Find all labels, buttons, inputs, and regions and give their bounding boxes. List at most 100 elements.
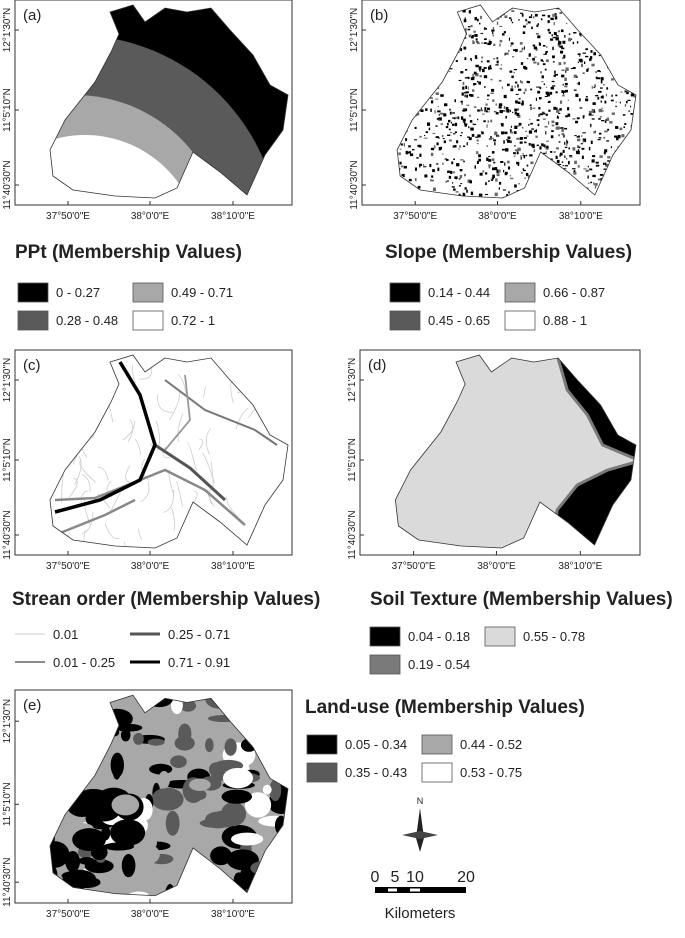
- speckle: [521, 100, 524, 104]
- speckle: [597, 77, 601, 80]
- latitude-label: 11°40'30"N: [347, 510, 358, 559]
- speckle: [478, 81, 482, 85]
- speckle: [453, 158, 455, 161]
- speckle: [504, 52, 506, 56]
- speckle: [541, 75, 544, 79]
- speckle: [501, 131, 505, 135]
- speckle: [544, 68, 547, 71]
- speckle: [534, 13, 538, 17]
- speckle: [618, 161, 621, 164]
- patch: [170, 755, 187, 769]
- stream: [50, 376, 63, 397]
- speckle: [393, 109, 395, 110]
- speckle: [462, 81, 465, 86]
- map-frame: [361, 0, 641, 206]
- speckle: [404, 84, 407, 88]
- speckle: [509, 175, 512, 177]
- patch: [262, 784, 272, 795]
- speckle: [542, 152, 546, 155]
- speckle: [627, 162, 631, 165]
- speckle: [428, 77, 431, 79]
- speckle: [571, 197, 573, 198]
- speckle: [431, 41, 434, 44]
- speckle: [544, 125, 548, 128]
- speckle: [457, 199, 459, 200]
- speckle: [625, 190, 627, 193]
- speckle: [492, 34, 494, 37]
- speckle: [459, 145, 461, 148]
- speckle: [416, 7, 418, 9]
- speckle: [574, 5, 577, 7]
- speckle: [414, 139, 417, 141]
- speckle: [406, 27, 410, 31]
- speckle: [470, 24, 473, 28]
- speckle: [632, 178, 636, 181]
- speckle: [564, 146, 568, 148]
- speckle: [503, 170, 505, 173]
- speckle: [615, 105, 617, 108]
- speckle: [447, 170, 451, 173]
- speckle: [500, 161, 504, 163]
- stream: [171, 507, 175, 531]
- speckle: [591, 114, 594, 116]
- speckle: [505, 108, 508, 113]
- speckle: [535, 32, 539, 35]
- speckle: [440, 123, 444, 125]
- stream: [68, 477, 78, 498]
- speckle: [393, 191, 395, 194]
- speckle: [405, 151, 409, 155]
- speckle: [599, 173, 604, 176]
- speckle: [392, 184, 394, 186]
- speckle: [619, 183, 621, 186]
- speckle: [463, 108, 466, 110]
- speckle: [552, 13, 556, 17]
- speckle: [439, 147, 442, 150]
- speckle: [563, 5, 567, 6]
- speckle: [470, 57, 472, 60]
- speckle: [572, 147, 576, 151]
- speckle: [630, 17, 632, 20]
- legend-label: 0.45 - 0.65: [428, 313, 490, 328]
- patch: [250, 882, 261, 896]
- speckle: [627, 53, 630, 56]
- legend-swatch: [132, 282, 164, 303]
- speckle: [432, 81, 435, 84]
- speckle: [477, 118, 479, 121]
- speckle: [567, 3, 569, 4]
- speckle: [505, 171, 508, 175]
- legend-label: 0.72 - 1: [171, 313, 215, 328]
- stream: [164, 374, 191, 451]
- north-arrow: [402, 831, 438, 839]
- longitude-label: 37°50'0"E: [46, 909, 90, 920]
- speckle: [567, 13, 571, 16]
- speckle: [458, 193, 461, 197]
- speckle: [470, 58, 472, 62]
- patch: [269, 879, 282, 896]
- speckle: [601, 107, 603, 110]
- speckle: [474, 55, 478, 58]
- speckle: [564, 77, 567, 82]
- patch: [58, 721, 73, 745]
- speckle: [417, 38, 420, 41]
- speckle: [455, 191, 459, 193]
- speckle: [617, 9, 620, 12]
- speckle: [444, 103, 448, 107]
- speckle: [603, 181, 606, 184]
- speckle: [530, 122, 533, 125]
- speckle: [468, 26, 471, 28]
- speckle: [561, 47, 565, 50]
- speckle: [506, 109, 510, 113]
- legend-label: 0.04 - 0.18: [408, 629, 470, 644]
- speckle: [589, 168, 593, 171]
- stream: [74, 455, 82, 486]
- speckle: [603, 168, 607, 170]
- speckle: [537, 35, 541, 39]
- speckle: [564, 141, 566, 145]
- speckle: [436, 163, 439, 165]
- speckle: [612, 44, 616, 48]
- speckle: [590, 50, 593, 53]
- speckle: [630, 30, 634, 34]
- speckle: [615, 94, 618, 97]
- legend-label: 0.14 - 0.44: [428, 285, 490, 300]
- speckle: [460, 100, 463, 103]
